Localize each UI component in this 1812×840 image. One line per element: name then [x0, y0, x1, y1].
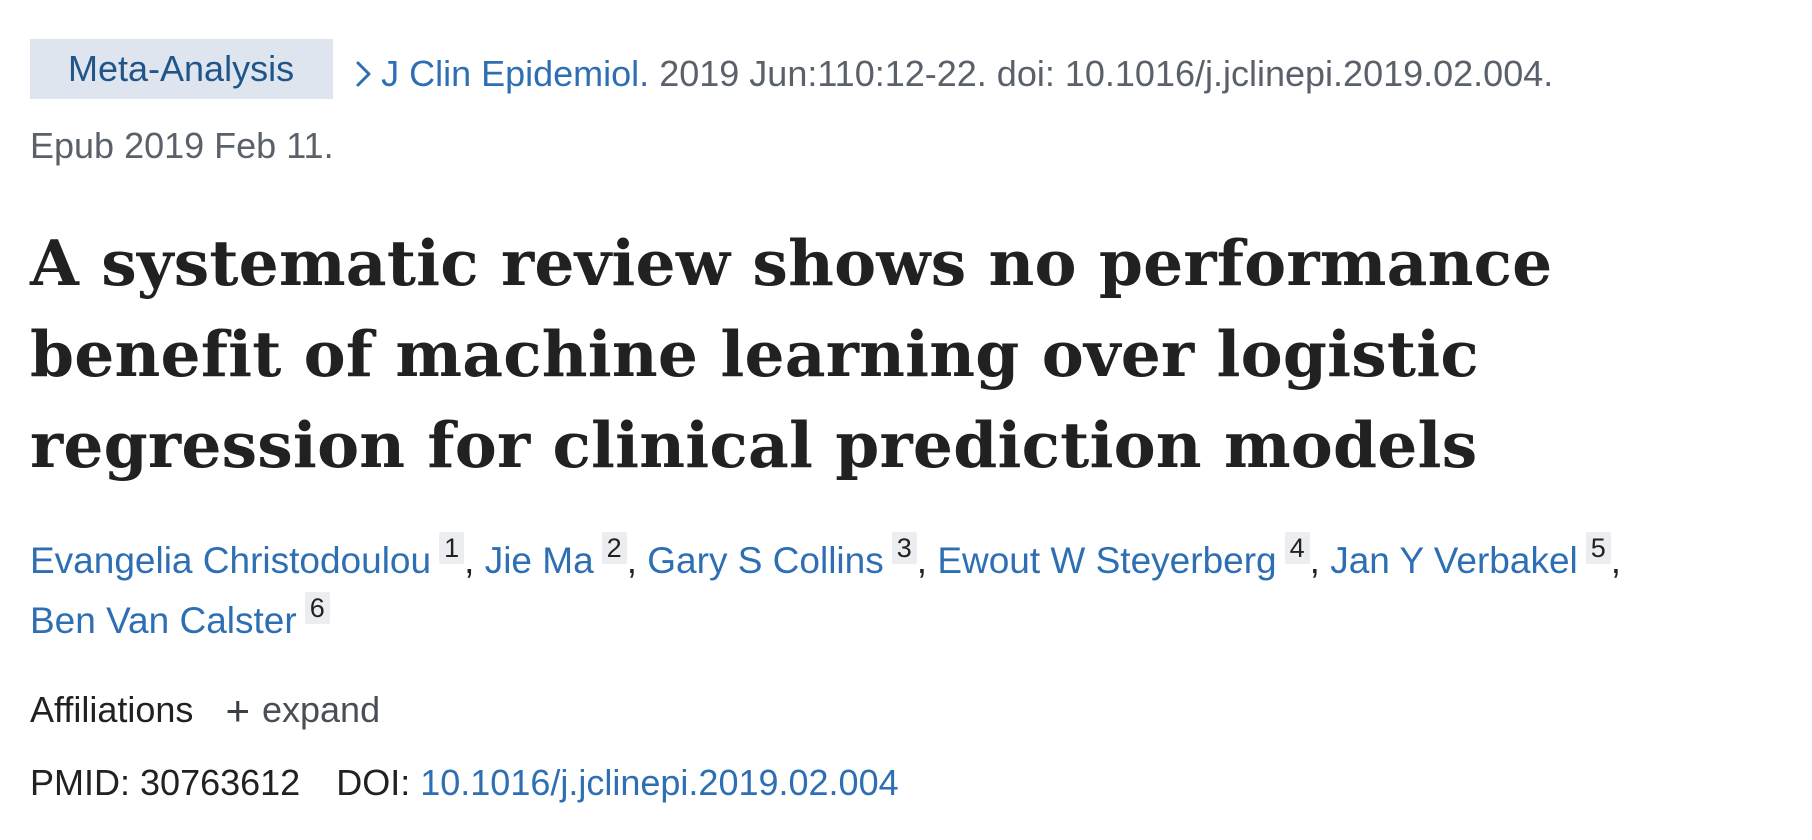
- affiliation-number[interactable]: 4: [1284, 532, 1310, 564]
- doi-label: DOI:: [336, 762, 411, 803]
- affiliations-row: Affiliations + expand: [30, 681, 1790, 740]
- author-link[interactable]: Gary S Collins: [647, 540, 884, 581]
- author-link[interactable]: Evangelia Christodoulou: [30, 540, 432, 581]
- plus-icon: +: [225, 687, 250, 734]
- page-title: A systematic review shows no performance…: [30, 226, 1553, 482]
- expand-label: expand: [261, 689, 381, 730]
- authors-list: Evangelia Christodoulou 1, Jie Ma 2, Gary …: [30, 532, 1622, 641]
- affiliation-number[interactable]: 6: [304, 592, 330, 624]
- affiliations-label: Affiliations: [30, 689, 194, 730]
- author-link[interactable]: Ewout W Steyerberg: [937, 540, 1277, 581]
- pmid-value: 30763612: [140, 762, 301, 803]
- identifiers-row: PMID: 30763612 DOI: 10.1016/j.jclinepi.20…: [30, 754, 1790, 812]
- article-type-badge: Meta-Analysis: [30, 39, 334, 99]
- affiliation-number[interactable]: 3: [891, 532, 917, 564]
- doi-link[interactable]: 10.1016/j.jclinepi.2019.02.004: [420, 762, 899, 803]
- affiliation-number[interactable]: 2: [601, 532, 627, 564]
- author-link[interactable]: Jan Y Verbakel: [1330, 540, 1578, 581]
- pmid-label: PMID:: [30, 762, 131, 803]
- author-link[interactable]: Ben Van Calster: [30, 600, 297, 641]
- expand-affiliations-button[interactable]: + expand: [225, 687, 381, 734]
- citation-line: Meta-Analysis J Clin Epidemiol. 2019 Jun:…: [30, 38, 1790, 110]
- article-header: Meta-Analysis J Clin Epidemiol. 2019 Jun:…: [30, 38, 1790, 812]
- chevron-right-icon[interactable]: [353, 41, 375, 87]
- citation-details: 2019 Jun:110:12-22. doi: 10.1016/j.jclin…: [659, 53, 1554, 94]
- epub-date: Epub 2019 Feb 11.: [30, 125, 334, 166]
- journal-link[interactable]: J Clin Epidemiol.: [381, 53, 650, 94]
- author-link[interactable]: Jie Ma: [484, 540, 594, 581]
- affiliation-number[interactable]: 5: [1585, 532, 1611, 564]
- affiliation-number[interactable]: 1: [439, 532, 465, 564]
